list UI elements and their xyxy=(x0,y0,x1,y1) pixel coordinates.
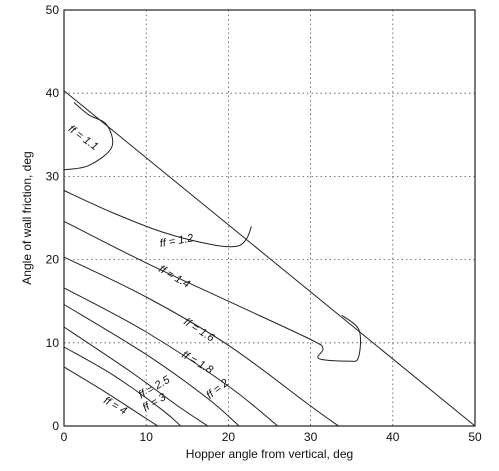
curve-label: ff = 1.6 xyxy=(181,316,217,345)
y-tick-label: 10 xyxy=(46,336,60,350)
curve-1-2 xyxy=(63,190,252,248)
y-tick-label: 50 xyxy=(46,3,60,17)
curves xyxy=(63,90,476,427)
curve-2 xyxy=(63,304,240,427)
y-tick-label: 0 xyxy=(52,419,59,433)
x-tick-label: 40 xyxy=(386,430,400,444)
x-tick-label: 10 xyxy=(140,430,154,444)
curve-label: ff = 2 xyxy=(204,377,231,402)
curve-label: ff = 1.4 xyxy=(156,263,191,290)
x-axis-label: Hopper angle from vertical, deg xyxy=(186,447,353,461)
curve-1-8 xyxy=(63,287,279,427)
y-axis-label: Angle of wall friction, deg xyxy=(20,151,34,284)
curve-label: ff = 1.1 xyxy=(66,123,101,153)
curve-1-1 xyxy=(63,102,114,171)
curve-4 xyxy=(63,366,158,427)
curve-label: ff = 1.8 xyxy=(180,349,216,377)
curve-labels: ff = 1.1 ff = 1.2 ff = 1.4 ff = 1.6 ff = 1.8… xyxy=(66,123,231,417)
tick-labels: 0 10 20 30 40 50 0 10 20 30 40 50 xyxy=(46,3,482,444)
y-tick-label: 30 xyxy=(46,169,60,183)
x-tick-label: 20 xyxy=(222,430,236,444)
y-tick-label: 20 xyxy=(46,253,60,267)
x-tick-label: 30 xyxy=(304,430,318,444)
y-tick-label: 40 xyxy=(46,86,60,100)
boundary-line xyxy=(63,90,476,427)
plot-frame xyxy=(63,9,476,427)
curve-label: ff = 1.2 xyxy=(159,232,195,250)
curve-1-4 xyxy=(63,220,362,362)
curve-label: ff = 4 xyxy=(101,395,128,418)
grid xyxy=(64,10,475,426)
curve-3 xyxy=(63,346,182,427)
curve-2-5 xyxy=(63,326,209,427)
x-tick-label: 50 xyxy=(468,430,482,444)
x-tick-label: 0 xyxy=(61,430,68,444)
curve-1-6 xyxy=(63,256,339,427)
